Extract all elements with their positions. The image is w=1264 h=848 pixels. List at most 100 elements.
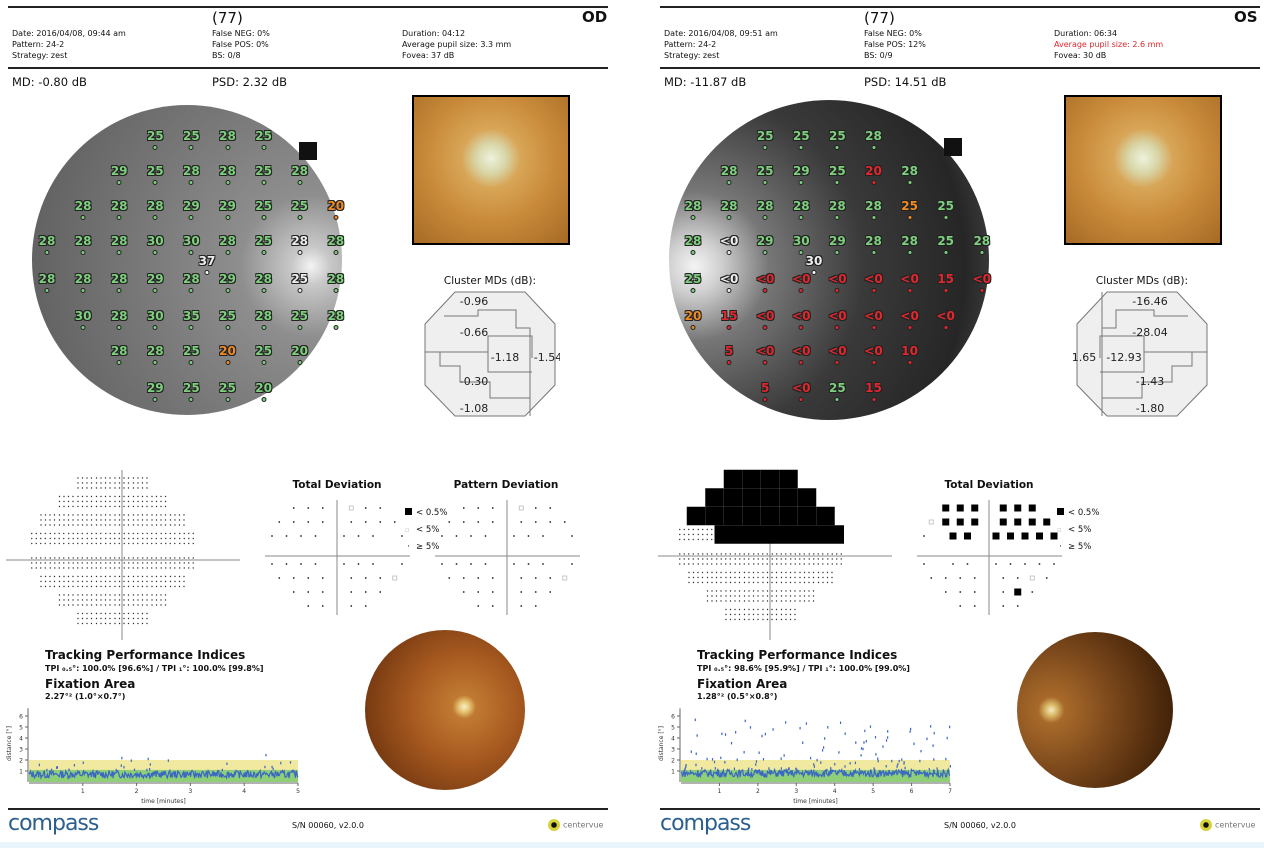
fixation-outlier xyxy=(874,736,877,739)
sensitivity-value: 28 xyxy=(973,234,991,248)
sensitivity-value: 20 xyxy=(684,309,702,323)
stimulus-location-dot xyxy=(834,215,840,220)
fixation-outlier xyxy=(264,765,266,769)
fixation-outlier xyxy=(839,721,842,725)
total-deviation-point-normal xyxy=(321,591,324,593)
sensitivity-value: 15 xyxy=(937,272,955,286)
sensitivity-value: 25 xyxy=(183,381,200,395)
pattern-deviation-point-normal xyxy=(549,507,552,509)
false-positives: False POS: 12% xyxy=(864,40,926,49)
total-deviation-point-normal xyxy=(271,563,273,565)
total-deviation-point-p05 xyxy=(942,518,950,526)
serial-number: S/N 00060, v2.0.0 xyxy=(944,821,1016,830)
stimulus-location-dot xyxy=(44,288,50,293)
sensitivity-value: 25 xyxy=(291,272,309,286)
fovea-threshold: Fovea: 30 dB xyxy=(1054,51,1107,60)
fixation-outlier xyxy=(901,758,903,761)
grayscale-cell xyxy=(825,525,844,544)
stimulus-location-dot xyxy=(297,250,303,255)
sensitivity-value: 28 xyxy=(291,234,309,248)
sensitivity-value: <0 xyxy=(719,272,739,286)
total-deviation-point-normal xyxy=(372,563,374,565)
grayscale-cell xyxy=(762,571,778,584)
grayscale-cell xyxy=(114,594,130,606)
pattern-deviation-point-normal xyxy=(477,591,480,593)
stimulus-location-dot xyxy=(152,145,158,150)
stimulus-location-dot xyxy=(116,360,122,365)
grayscale-cell xyxy=(780,608,796,621)
stimulus-location-dot xyxy=(762,250,768,255)
fixation-y-tick: 4 xyxy=(671,736,675,743)
fixation-outlier xyxy=(860,747,863,750)
grayscale-cell xyxy=(160,532,176,545)
fixation-y-label: distance [°] xyxy=(6,726,13,761)
cluster-md-inferior-inner: -1.43 xyxy=(1136,375,1164,388)
pattern-deviation-point-normal xyxy=(527,563,530,565)
stimulus-location-dot xyxy=(188,215,194,220)
sensitivity-value: 25 xyxy=(219,381,236,395)
grayscale-cell xyxy=(77,495,93,508)
stimulus-location-dot xyxy=(116,250,122,255)
grayscale-cell xyxy=(114,495,130,508)
total-deviation-point-normal xyxy=(285,535,288,537)
grayscale-cell xyxy=(762,608,778,621)
stimulus-location-dot xyxy=(762,145,768,150)
stimulus-location-dot xyxy=(871,325,876,330)
pattern-deviation-title: Pattern Deviation xyxy=(453,479,559,491)
optic-disc-photo xyxy=(1064,95,1222,245)
infrared-fundus-image xyxy=(669,100,989,420)
sensitivity-value: 25 xyxy=(255,164,272,178)
stimulus-location-dot xyxy=(80,288,86,293)
fixation-outlier xyxy=(863,741,865,744)
total-deviation-point-normal xyxy=(278,521,281,523)
fixation-outlier xyxy=(882,745,884,748)
grayscale-cell xyxy=(716,553,731,565)
fixation-outlier xyxy=(56,766,58,769)
cluster-boundary xyxy=(487,352,532,373)
sensitivity-value: 20 xyxy=(327,199,345,213)
grayscale-cell xyxy=(151,594,167,606)
fixation-area-title: Fixation Area xyxy=(697,677,788,691)
stimulus-location-dot xyxy=(225,325,230,330)
fixation-outlier xyxy=(926,737,928,741)
grayscale-cell xyxy=(797,506,817,526)
sensitivity-value: 25 xyxy=(255,234,272,248)
sensitivity-value: <0 xyxy=(864,272,883,286)
sensitivity-value: 30 xyxy=(183,234,200,248)
total-deviation-point-normal xyxy=(1002,577,1005,579)
total-deviation-point-p05 xyxy=(964,532,971,540)
grayscale-cell xyxy=(742,506,761,526)
sensitivity-value: 28 xyxy=(327,272,345,286)
total-deviation-point-normal xyxy=(307,605,310,607)
total-deviation-point-normal xyxy=(1009,563,1012,565)
pattern-deviation-point-normal xyxy=(491,507,494,509)
total-deviation-point-normal xyxy=(364,507,367,509)
total-deviation-point-p05 xyxy=(1021,532,1029,540)
grayscale-cell xyxy=(760,506,780,526)
centervue-logo: centervue xyxy=(548,819,603,832)
fixation-outlier xyxy=(887,736,889,739)
fixation-x-label: time [minutes] xyxy=(141,798,185,805)
fixation-outlier xyxy=(761,734,763,738)
stimulus-location-dot xyxy=(225,180,230,185)
total-deviation-point-p5 xyxy=(348,505,354,511)
eye-label: OS xyxy=(1234,8,1258,26)
sensitivity-value: 28 xyxy=(255,309,272,323)
sensitivity-value: 29 xyxy=(829,234,846,248)
sensitivity-value: 25 xyxy=(756,129,774,143)
total-deviation-point-p05 xyxy=(1028,518,1036,526)
tpi-title: Tracking Performance Indices xyxy=(45,648,246,662)
total-deviation-point-p05 xyxy=(1050,532,1058,540)
total-deviation-point-normal xyxy=(1016,577,1019,579)
fixation-outlier xyxy=(805,722,808,725)
cluster-outline xyxy=(424,291,556,417)
total-deviation-point-normal xyxy=(321,521,324,523)
pattern-deviation-point-normal xyxy=(534,507,537,509)
test-strategy: Strategy: zest xyxy=(12,51,68,60)
sensitivity-value: <0 xyxy=(792,344,811,358)
stimulus-location-dot xyxy=(726,325,732,330)
pattern-deviation-point-normal xyxy=(441,535,443,537)
grayscale-cell xyxy=(807,525,826,544)
fixation-x-tick: 6 xyxy=(910,788,914,795)
fixation-outlier xyxy=(933,758,935,761)
